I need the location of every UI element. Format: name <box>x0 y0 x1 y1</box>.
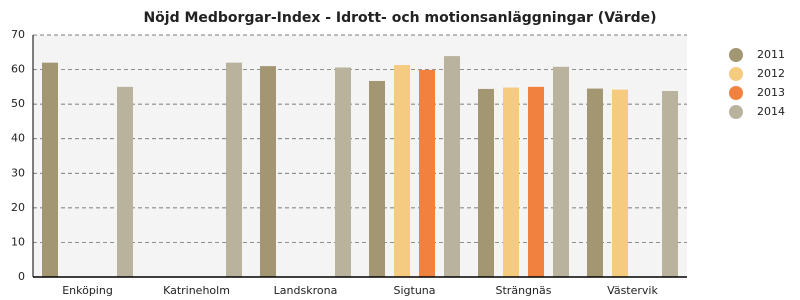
x-tick-label: Enköping <box>62 284 113 297</box>
bar <box>587 88 603 277</box>
y-tick-label: 50 <box>11 97 25 110</box>
legend-label: 2012 <box>757 67 785 80</box>
y-tick-label: 30 <box>11 166 25 179</box>
chart-title: Nöjd Medborgar-Index - Idrott- och motio… <box>143 10 656 26</box>
x-tick-label: Västervik <box>607 284 658 297</box>
bar <box>503 87 519 277</box>
x-tick-label: Landskrona <box>274 284 338 297</box>
bar <box>394 65 410 277</box>
y-tick-label: 40 <box>11 132 25 145</box>
bar <box>444 56 460 278</box>
y-tick-label: 70 <box>11 28 25 41</box>
bar <box>226 62 242 278</box>
x-tick-label: Katrineholm <box>163 284 230 297</box>
legend-marker <box>729 67 743 81</box>
bar <box>478 88 494 277</box>
y-tick-label: 20 <box>11 201 25 214</box>
legend-label: 2013 <box>757 86 785 99</box>
legend-marker <box>729 86 743 100</box>
y-tick-label: 60 <box>11 63 25 76</box>
bar <box>612 89 628 277</box>
bar <box>662 91 678 278</box>
bar <box>335 67 351 277</box>
x-tick-label: Sigtuna <box>393 284 435 297</box>
y-tick-label: 0 <box>18 270 25 283</box>
y-tick-label: 10 <box>11 235 25 248</box>
x-tick-label: Strängnäs <box>496 284 552 297</box>
legend-label: 2011 <box>757 48 785 61</box>
bar <box>528 86 544 277</box>
legend-marker <box>729 105 743 119</box>
bar <box>553 66 569 277</box>
plot-background <box>33 35 687 277</box>
legend-marker <box>729 48 743 62</box>
bar <box>369 80 385 277</box>
legend-label: 2014 <box>757 105 785 118</box>
bar <box>260 66 276 277</box>
bar <box>117 86 133 277</box>
bar <box>42 62 58 278</box>
bar <box>419 69 435 277</box>
